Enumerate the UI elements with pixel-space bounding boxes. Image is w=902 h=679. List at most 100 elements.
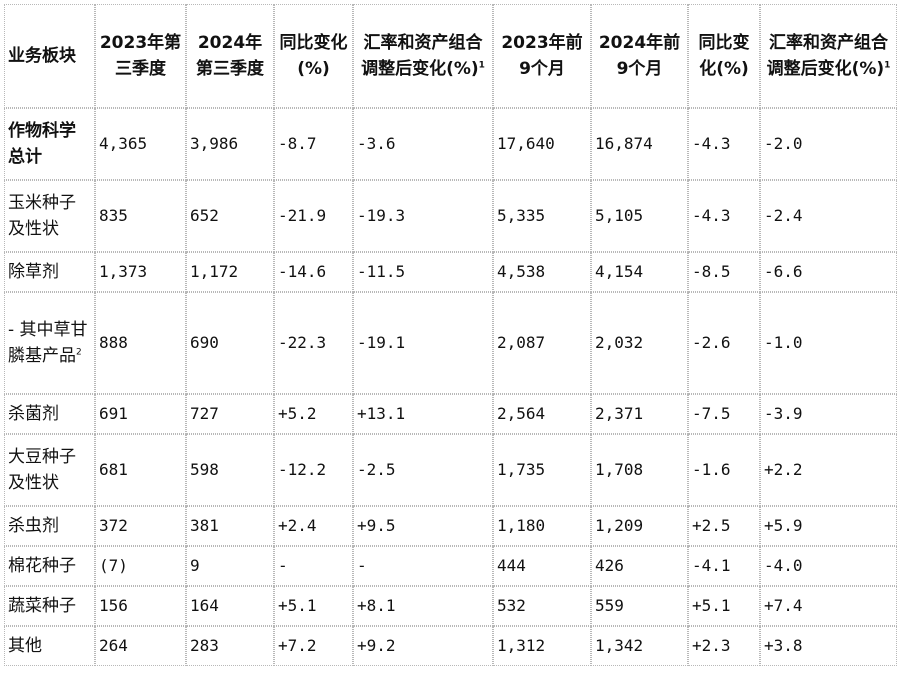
segment-label: 玉米种子及性状 — [8, 193, 76, 239]
value-cell: -22.3 — [274, 292, 353, 394]
segment-cell: 蔬菜种子 — [4, 586, 95, 626]
value-cell: 381 — [186, 506, 274, 546]
value-cell: +5.9 — [760, 506, 897, 546]
value-cell: -19.1 — [353, 292, 493, 394]
value-cell: 598 — [186, 434, 274, 506]
value-cell: +2.3 — [688, 626, 760, 666]
value-cell: 532 — [493, 586, 591, 626]
value-cell: -2.6 — [688, 292, 760, 394]
segment-label: 大豆种子及性状 — [8, 447, 76, 493]
value-cell: 2,371 — [591, 394, 688, 434]
segment-label: 杀虫剂 — [8, 516, 59, 536]
segment-label: 其他 — [8, 636, 42, 656]
value-cell: 1,708 — [591, 434, 688, 506]
segment-label: 杀菌剂 — [8, 404, 59, 424]
value-cell: 1,735 — [493, 434, 591, 506]
value-cell: +2.4 — [274, 506, 353, 546]
crop-science-sales-table: 业务板块 2023年第三季度 2024年第三季度 同比变化(%) 汇率和资产组合… — [4, 4, 897, 666]
table-row: 大豆种子及性状 681 598 -12.2 -2.5 1,735 1,708 -1.6 +2.2 — [4, 434, 897, 506]
value-cell: 444 — [493, 546, 591, 586]
value-cell: -7.5 — [688, 394, 760, 434]
value-cell: +9.2 — [353, 626, 493, 666]
footnote-marker: 1 — [478, 60, 485, 71]
header-row: 业务板块 2023年第三季度 2024年第三季度 同比变化(%) 汇率和资产组合… — [4, 4, 897, 108]
col-header-9m-yoy: 同比变化(%) — [688, 4, 760, 108]
value-cell: +2.2 — [760, 434, 897, 506]
col-header-9m-2023: 2023年前9个月 — [493, 4, 591, 108]
col-header-q3-2023: 2023年第三季度 — [95, 4, 186, 108]
segment-label: 棉花种子 — [8, 556, 76, 576]
value-cell: 1,373 — [95, 252, 186, 292]
value-cell: -2.0 — [760, 108, 897, 180]
segment-cell: 杀虫剂 — [4, 506, 95, 546]
value-cell: -1.0 — [760, 292, 897, 394]
value-cell: -4.3 — [688, 108, 760, 180]
table-row: - 其中草甘膦基产品2 888 690 -22.3 -19.1 2,087 2,032 -2.… — [4, 292, 897, 394]
table-row: 其他 264 283 +7.2 +9.2 1,312 1,342 +2.3 +3.8 — [4, 626, 897, 666]
value-cell: 559 — [591, 586, 688, 626]
value-cell: 1,172 — [186, 252, 274, 292]
value-cell: 3,986 — [186, 108, 274, 180]
value-cell: +5.2 — [274, 394, 353, 434]
value-cell: +9.5 — [353, 506, 493, 546]
value-cell: 5,335 — [493, 180, 591, 252]
value-cell: 652 — [186, 180, 274, 252]
value-cell: -3.9 — [760, 394, 897, 434]
value-cell: -11.5 — [353, 252, 493, 292]
value-cell: -1.6 — [688, 434, 760, 506]
value-cell: -8.7 — [274, 108, 353, 180]
value-cell: 2,032 — [591, 292, 688, 394]
value-cell: +8.1 — [353, 586, 493, 626]
value-cell: 16,874 — [591, 108, 688, 180]
table-row: 杀菌剂 691 727 +5.2 +13.1 2,564 2,371 -7.5 -3.9 — [4, 394, 897, 434]
segment-cell: 大豆种子及性状 — [4, 434, 95, 506]
value-cell: 156 — [95, 586, 186, 626]
table-row: 蔬菜种子 156 164 +5.1 +8.1 532 559 +5.1 +7.4 — [4, 586, 897, 626]
col-header-q3-yoy: 同比变化(%) — [274, 4, 353, 108]
col-header-segment: 业务板块 — [4, 4, 95, 108]
segment-label: - 其中草甘膦基产品 — [8, 320, 88, 366]
value-cell: 4,538 — [493, 252, 591, 292]
table-row: 玉米种子及性状 835 652 -21.9 -19.3 5,335 5,105 -4.3 -2.… — [4, 180, 897, 252]
value-cell: 4,365 — [95, 108, 186, 180]
table-row: 棉花种子 (7) 9- -444 426 -4.1 -4.0 — [4, 546, 897, 586]
segment-cell: 除草剂 — [4, 252, 95, 292]
value-cell: -8.5 — [688, 252, 760, 292]
value-cell: -12.2 — [274, 434, 353, 506]
value-cell: -4.1 — [688, 546, 760, 586]
value-cell: +2.5 — [688, 506, 760, 546]
value-cell: 264 — [95, 626, 186, 666]
table-row: 杀虫剂 372 381 +2.4 +9.5 1,180 1,209 +2.5 +5.9 — [4, 506, 897, 546]
value-cell: 283 — [186, 626, 274, 666]
segment-cell: 其他 — [4, 626, 95, 666]
value-cell: +7.4 — [760, 586, 897, 626]
value-cell: +3.8 — [760, 626, 897, 666]
value-cell: 5,105 — [591, 180, 688, 252]
segment-cell: 棉花种子 — [4, 546, 95, 586]
col-header-9m-adjusted: 汇率和资产组合调整后变化(%)1 — [760, 4, 897, 108]
value-cell: 4,154 — [591, 252, 688, 292]
value-cell: -2.5 — [353, 434, 493, 506]
value-cell: 2,564 — [493, 394, 591, 434]
value-cell: 1,312 — [493, 626, 591, 666]
segment-label: 作物科学总计 — [8, 121, 76, 167]
segment-cell: - 其中草甘膦基产品2 — [4, 292, 95, 394]
value-cell: 372 — [95, 506, 186, 546]
value-cell: 1,342 — [591, 626, 688, 666]
value-cell: 691 — [95, 394, 186, 434]
value-cell: (7) — [95, 546, 186, 586]
value-cell: +5.1 — [688, 586, 760, 626]
value-cell: 426 — [591, 546, 688, 586]
value-cell: -4.0 — [760, 546, 897, 586]
value-cell: 888 — [95, 292, 186, 394]
value-cell: - — [274, 546, 353, 586]
value-cell: 690 — [186, 292, 274, 394]
table-row: 作物科学总计 4,365 3,986 -8.7 -3.6 17,640 16,874 -4.3… — [4, 108, 897, 180]
segment-label: 蔬菜种子 — [8, 596, 76, 616]
value-cell: +13.1 — [353, 394, 493, 434]
col-header-q3-adjusted: 汇率和资产组合调整后变化(%)1 — [353, 4, 493, 108]
col-header-9m-2024: 2024年前9个月 — [591, 4, 688, 108]
table-row: 除草剂 1,373 1,172 -14.6 -11.5 4,538 4,154 -8.5 -6.… — [4, 252, 897, 292]
value-cell: -3.6 — [353, 108, 493, 180]
segment-label: 除草剂 — [8, 262, 59, 282]
